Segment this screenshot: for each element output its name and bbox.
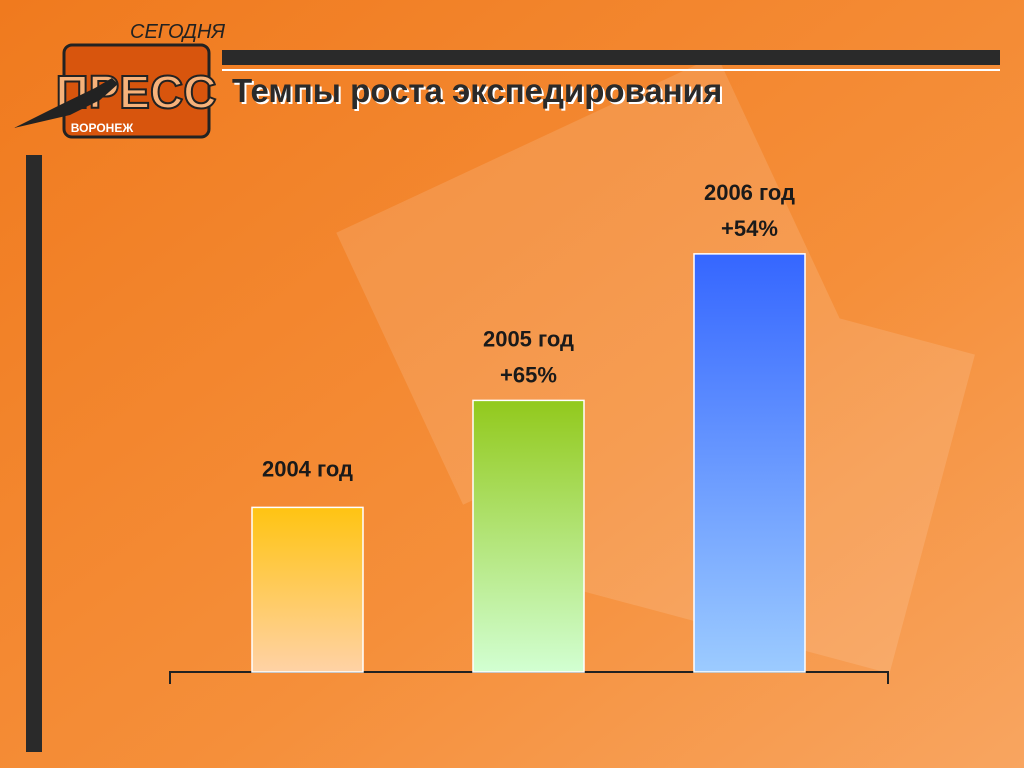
category-label: 2006 год	[704, 180, 795, 205]
logo-main: ПРЕСС	[56, 66, 217, 118]
growth-label: +54%	[721, 216, 778, 241]
logo: СЕГОДНЯ ПРЕСС ВОРОНЕЖ	[14, 21, 225, 139]
plot: 2004 год 2005 год +65% 2006 год +54%	[169, 180, 889, 684]
chart-title: Темпы роста экспедирования	[232, 72, 722, 109]
category-label: 2005 год	[483, 326, 574, 351]
logo-box	[62, 43, 211, 139]
category-label: 2004 год	[262, 456, 353, 481]
title-shadow: Темпы роста экспедирования	[234, 74, 724, 111]
logo-top: СЕГОДНЯ	[130, 21, 225, 43]
growth-label: +65%	[500, 362, 557, 387]
logo-bottom: ВОРОНЕЖ	[71, 121, 134, 135]
bar	[472, 399, 585, 673]
logo-bird	[14, 78, 118, 128]
bar	[251, 506, 364, 673]
left-bar	[26, 155, 42, 752]
bar	[693, 253, 806, 673]
top-bar	[222, 50, 1000, 65]
